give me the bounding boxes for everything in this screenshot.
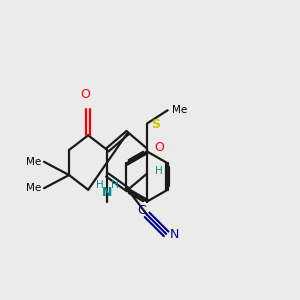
Text: Me: Me [172, 105, 187, 115]
Text: N: N [170, 228, 179, 241]
Text: O: O [80, 88, 90, 101]
Text: Me: Me [26, 183, 42, 193]
Text: C: C [137, 204, 146, 217]
Text: H: H [155, 166, 163, 176]
Text: Me: Me [26, 157, 42, 167]
Text: N: N [102, 186, 112, 199]
Text: H: H [96, 180, 104, 190]
Text: H: H [111, 180, 119, 190]
Text: O: O [154, 141, 164, 154]
Text: S: S [152, 118, 160, 131]
